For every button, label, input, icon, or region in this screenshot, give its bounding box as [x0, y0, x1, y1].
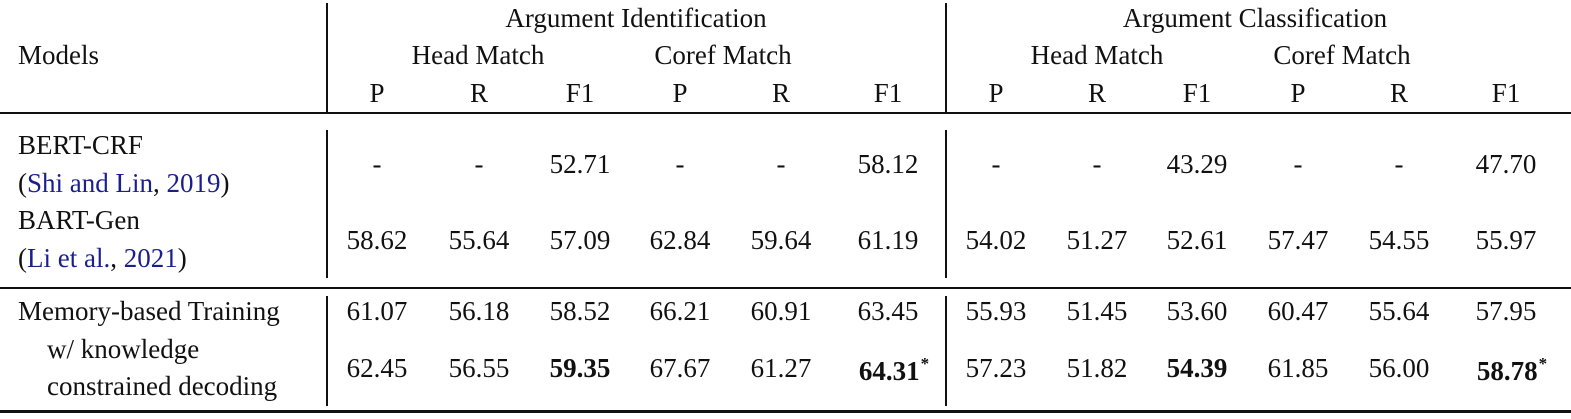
metric-header: R	[1087, 78, 1107, 108]
table-cell: -	[1293, 149, 1303, 179]
table-cell: 51.82	[1066, 353, 1128, 383]
table-cell: 61.85	[1267, 353, 1329, 383]
table-cell: 54.55	[1368, 225, 1430, 255]
model-name-bart-gen: BART-Gen	[18, 205, 140, 235]
citation-year-link[interactable]: 2021	[123, 243, 178, 273]
vrule-models-header	[326, 3, 328, 112]
table-cell: 56.55	[448, 353, 510, 383]
table-cell: 58.78*	[1476, 354, 1548, 386]
table-cell: -	[991, 149, 1001, 179]
vrule-models-baselines	[326, 130, 328, 278]
metric-header: P	[672, 78, 688, 108]
table-cell: 55.93	[965, 296, 1027, 326]
citation-year-link[interactable]: 2019	[166, 168, 221, 198]
table-cell: 57.09	[549, 225, 611, 255]
citation-bart-gen: (Li et al., 2021)	[18, 243, 187, 273]
table-cell: 57.47	[1267, 225, 1329, 255]
table-cell: 67.67	[649, 353, 711, 383]
group-header-classification: Argument Classification	[1122, 3, 1388, 33]
table-cell: -	[1092, 149, 1102, 179]
table-cell: 54.39	[1166, 353, 1228, 383]
vrule-models-ours	[326, 296, 328, 406]
metric-header: F1	[1182, 78, 1212, 108]
citation-bert-crf: (Shi and Lin, 2019)	[18, 168, 230, 198]
table-cell: 55.64	[1368, 296, 1430, 326]
significance-marker: *	[920, 354, 930, 373]
table-cell: 55.64	[448, 225, 510, 255]
rule-below-header	[0, 112, 1571, 114]
vrule-mid-ours	[945, 296, 947, 406]
rule-bottom	[0, 410, 1571, 413]
table-cell: -	[1394, 149, 1404, 179]
table-cell: 58.62	[346, 225, 408, 255]
table-cell: 55.97	[1475, 225, 1537, 255]
table-cell: 57.23	[965, 353, 1027, 383]
models-column-header: Models	[18, 40, 99, 70]
table-cell: 56.00	[1368, 353, 1430, 383]
metric-header: R	[1389, 78, 1409, 108]
table-cell: 56.18	[448, 296, 510, 326]
metric-header: F1	[1491, 78, 1521, 108]
table-cell: 54.02	[965, 225, 1027, 255]
metric-header: P	[1290, 78, 1306, 108]
table-cell: 61.07	[346, 296, 408, 326]
table-cell: 61.19	[857, 225, 919, 255]
metric-header: R	[469, 78, 489, 108]
table-cell: 52.61	[1166, 225, 1228, 255]
metric-header: F1	[873, 78, 903, 108]
table-cell: -	[675, 149, 685, 179]
table-cell: 58.52	[549, 296, 611, 326]
metric-header: R	[771, 78, 791, 108]
model-name-constrained-line2: constrained decoding	[47, 371, 278, 401]
subgroup-header: Coref Match	[1273, 40, 1411, 70]
table-cell: 60.47	[1267, 296, 1329, 326]
table-cell: 53.60	[1166, 296, 1228, 326]
table-cell: -	[474, 149, 484, 179]
table-cell: 58.12	[857, 149, 919, 179]
table-cell: 61.27	[750, 353, 812, 383]
citation-link[interactable]: Li et al.	[27, 243, 111, 273]
table-cell: 62.84	[649, 225, 711, 255]
citation-link[interactable]: Shi and Lin	[27, 168, 153, 198]
metric-header: P	[369, 78, 385, 108]
table-cell: 52.71	[549, 149, 611, 179]
vrule-mid-header	[945, 3, 947, 112]
table-cell: 51.27	[1066, 225, 1128, 255]
subgroup-header: Head Match	[1030, 40, 1164, 70]
model-name-memory-based-training: Memory-based Training	[18, 296, 280, 326]
table-cell: 59.35	[549, 353, 611, 383]
table-cell: -	[776, 149, 786, 179]
model-name-bert-crf: BERT-CRF	[18, 130, 143, 160]
metric-header: F1	[565, 78, 595, 108]
table-cell: 57.95	[1475, 296, 1537, 326]
table-cell: 63.45	[857, 296, 919, 326]
table-cell: 47.70	[1475, 149, 1537, 179]
table-cell: 64.31*	[858, 354, 930, 386]
table-cell: 43.29	[1166, 149, 1228, 179]
group-header-identification: Argument Identification	[505, 3, 767, 33]
metric-header: P	[988, 78, 1004, 108]
table-cell: 60.91	[750, 296, 812, 326]
table-cell: 59.64	[750, 225, 812, 255]
table-cell: 66.21	[649, 296, 711, 326]
vrule-mid-baselines	[945, 130, 947, 278]
table-cell: -	[372, 149, 382, 179]
table-cell: 62.45	[346, 353, 408, 383]
subgroup-header: Coref Match	[654, 40, 792, 70]
table-cell: 51.45	[1066, 296, 1128, 326]
significance-marker: *	[1538, 354, 1548, 373]
rule-below-baselines	[0, 287, 1571, 289]
model-name-constrained-line1: w/ knowledge	[47, 334, 200, 364]
subgroup-header: Head Match	[411, 40, 545, 70]
